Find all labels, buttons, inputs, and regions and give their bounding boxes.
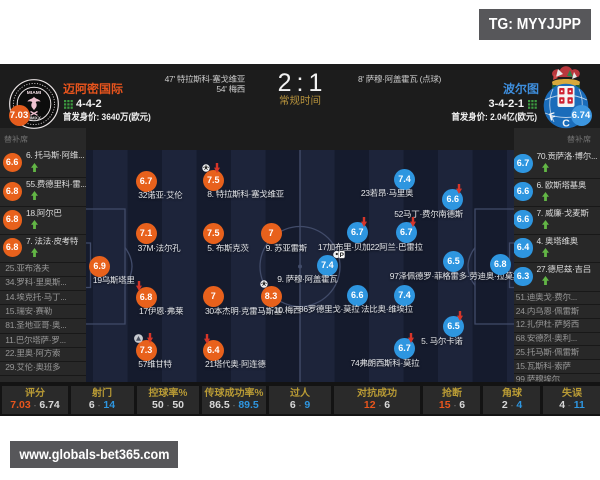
svg-text:F: F (548, 110, 558, 123)
svg-text:C: C (562, 118, 570, 130)
svg-text:MMXX: MMXX (27, 116, 42, 121)
svg-text:P: P (339, 252, 344, 259)
svg-text:MIAMI: MIAMI (27, 90, 42, 96)
